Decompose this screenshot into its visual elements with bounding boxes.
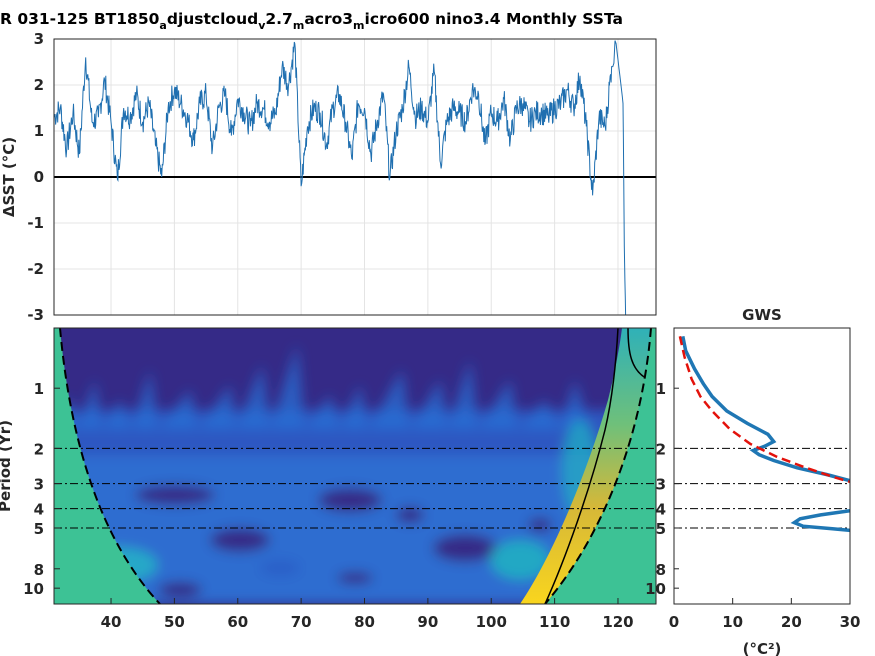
gws-spectrum-line: [681, 335, 850, 533]
wavelet-x-tick-label: 70: [291, 613, 312, 631]
title-part-6: acro3: [304, 10, 353, 28]
cone-of-influence-right: [545, 328, 656, 604]
gws-x-tick-label: 10: [722, 613, 743, 631]
wavelet-ylabel: Period (Yr): [0, 420, 14, 512]
gws-x-tick-label: 20: [781, 613, 802, 631]
ts-y-tick-label: -2: [27, 260, 44, 278]
wavelet-y-tick-label: 5: [34, 520, 44, 538]
gws-frame: [673, 327, 851, 605]
time-series-ylabel: ΔSST (°C): [0, 137, 18, 217]
gws-significance-line: [678, 336, 850, 484]
time-series-y-ticks: 3 2 1 0 -1 -2 -3: [27, 30, 44, 324]
wavelet-y-tick-label: 8: [34, 561, 44, 579]
gws-y-tick-label: 3: [656, 476, 666, 494]
power-blob-8: [396, 507, 424, 523]
wavelet-x-tick-label: 50: [164, 613, 185, 631]
wavelet-x-tick-label: 100: [476, 613, 507, 631]
gws-y-tick-label: 5: [656, 520, 666, 538]
power-blob-3: [210, 528, 270, 552]
title-part-7: m: [353, 19, 364, 32]
title-part-8: icro600 nino3.4 Monthly SSTa: [365, 10, 623, 28]
ts-y-tick-label: 3: [34, 30, 44, 48]
gws-title: GWS: [742, 306, 782, 324]
wavelet-x-tick-label: 80: [354, 613, 375, 631]
ts-y-tick-label: 1: [34, 122, 44, 140]
gws-x-ticks: 0 10 20 30: [669, 598, 861, 631]
wavelet-x-tick-label: 120: [602, 613, 633, 631]
wavelet-y-tick-label: 3: [34, 476, 44, 494]
wavelet-x-tick-label: 90: [417, 613, 438, 631]
reference-period-lines: [54, 447, 656, 529]
wavelet-x-tick-label: 110: [539, 613, 570, 631]
title-part-0: R 031-125 BT1850: [0, 10, 160, 28]
gws-x-tick-label: 30: [840, 613, 861, 631]
title-part-5: m: [293, 19, 304, 32]
wavelet-y-ticks: 1 2 3 45 810: [23, 380, 60, 598]
wavelet-x-ticks: 40 50 60 70 80 90 100 110 120: [101, 598, 634, 631]
power-blob-7: [260, 560, 300, 576]
gws-xlabel: (°C²): [743, 640, 782, 656]
wavelet-x-tick-label: 60: [227, 613, 248, 631]
title-part-4: 2.7: [265, 10, 292, 28]
power-spikes: [60, 345, 590, 430]
gws-y-tick-label: 2: [656, 440, 666, 458]
gws-y-ticks: 1 2 3 45 810: [645, 380, 679, 598]
wavelet-x-tick-label: 40: [101, 613, 122, 631]
wavelet-y-tick-label: 2: [34, 440, 44, 458]
gws-y-tick-label: 1: [656, 380, 666, 398]
ts-y-tick-label: -3: [27, 306, 44, 324]
power-blob-6: [337, 572, 373, 584]
gws-y-tick-label: 8: [656, 561, 666, 579]
power-blob-5: [433, 534, 497, 562]
ts-y-tick-label: 2: [34, 76, 44, 94]
gws-x-tick-label: 0: [669, 613, 679, 631]
cone-of-influence-left: [54, 328, 160, 604]
gws-y-tick-label: 4: [656, 501, 666, 519]
significance-contour: [544, 328, 619, 604]
wavelet-power-field: [54, 345, 656, 604]
gws-y-tick-label: 10: [645, 580, 666, 598]
chart-title: R 031-125 BT1850adjustcloudv2.7macro3mic…: [0, 10, 623, 32]
title-part-2: djustcloud: [167, 10, 258, 28]
power-blob-4: [318, 488, 382, 512]
title-part-3: v: [258, 19, 266, 32]
title-part-1: a: [159, 19, 166, 32]
power-blob-11: [490, 540, 550, 580]
ts-y-tick-label: 0: [34, 168, 44, 186]
power-blob-9: [528, 518, 552, 532]
wavelet-y-tick-label: 1: [34, 380, 44, 398]
wavelet-frame: [53, 327, 657, 605]
power-blob-10: [158, 582, 202, 598]
gws-lines: [678, 335, 850, 533]
wavelet-y-tick-label: 4: [34, 501, 44, 519]
time-series-frame: [53, 38, 657, 316]
time-series-panel: 3 2 1 0 -1 -2 -3 ΔSST (°C): [0, 30, 657, 324]
wavelet-y-tick-label: 10: [23, 580, 44, 598]
ssta-series-line: [54, 40, 627, 315]
power-blob-2: [135, 485, 215, 505]
wavelet-panel: 1 2 3 45 810 40 50 60 70 80 90 100 110 120 Period (Y…: [0, 327, 657, 631]
ts-y-tick-label: -1: [27, 214, 44, 232]
gws-plot-area: [674, 328, 850, 604]
